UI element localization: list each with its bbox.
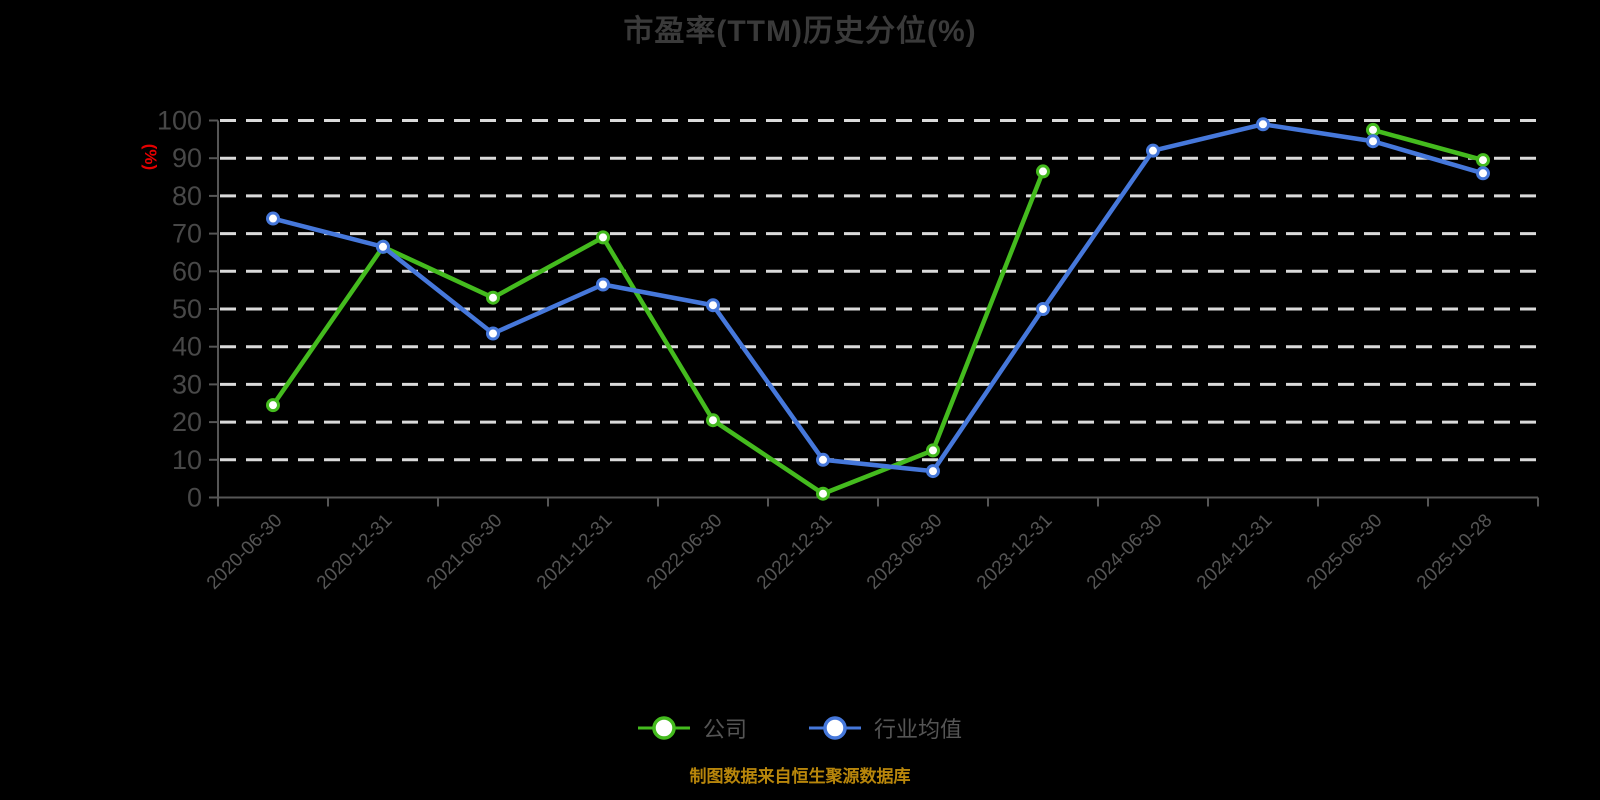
legend-label-company: 公司 [702,717,747,742]
chart-legend: 公司 行业均值 [0,712,1600,744]
y-tick-label: 90 [172,143,202,173]
data-point-行业均值[interactable] [926,464,940,479]
y-tick-label: 60 [172,256,202,286]
x-tick-label: 2023-12-31 [973,510,1057,594]
data-point-公司[interactable] [266,398,280,413]
legend-label-industry: 行业均值 [874,717,963,742]
data-point-行业均值[interactable] [1256,117,1270,132]
y-tick-label: 30 [172,369,202,399]
x-tick-label: 2021-06-30 [423,510,507,594]
data-point-行业均值[interactable] [376,239,390,254]
data-point-行业均值[interactable] [1476,166,1490,181]
data-point-行业均值[interactable] [486,326,500,341]
data-point-公司[interactable] [596,230,610,245]
data-point-行业均值[interactable] [1366,134,1380,149]
x-tick-label: 2020-12-31 [313,510,397,594]
data-source-caption: 制图数据来自恒生聚源数据库 [689,767,911,786]
data-point-行业均值[interactable] [1036,302,1050,316]
data-point-行业均值[interactable] [706,298,720,313]
data-point-公司[interactable] [706,413,720,428]
series-line-行业均值 [270,122,1486,474]
company-series-marker-icon [637,716,690,740]
legend-item-company[interactable]: 公司 [637,712,747,744]
x-tick-label: 2022-12-31 [753,510,837,594]
data-point-公司[interactable] [1036,164,1050,179]
y-tick-label: 50 [172,294,202,324]
y-tick-label: 80 [172,181,202,211]
x-tick-label: 2025-06-30 [1303,510,1387,594]
x-tick-label: 2024-06-30 [1083,510,1167,594]
y-tick-label: 70 [172,219,202,249]
x-tick-label: 2024-12-31 [1193,510,1277,594]
data-point-行业均值[interactable] [596,277,610,292]
data-point-公司[interactable] [816,486,830,501]
y-tick-label: 40 [172,332,202,362]
data-point-行业均值[interactable] [1146,143,1160,158]
x-tick-label: 2020-06-30 [203,510,287,594]
industry-series-marker-icon [809,716,861,740]
data-point-行业均值[interactable] [266,211,280,226]
data-point-行业均值[interactable] [816,452,830,467]
y-tick-label: 100 [157,106,202,136]
series-line-公司 [270,169,1046,496]
series-line-公司 [1370,127,1486,163]
x-tick-label: 2023-06-30 [863,510,947,594]
data-point-公司[interactable] [486,290,500,305]
data-point-公司[interactable] [926,443,940,458]
chart-title: 市盈率(TTM)历史分位(%) [623,15,977,48]
y-tick-label: 20 [172,407,202,437]
y-tick-label: 10 [172,445,202,475]
x-tick-label: 2021-12-31 [533,510,617,594]
data-point-公司[interactable] [1366,122,1380,137]
legend-item-industry[interactable]: 行业均值 [809,712,962,744]
x-tick-label: 2022-06-30 [643,510,727,594]
x-tick-label: 2025-10-28 [1413,510,1497,594]
y-tick-label: 0 [187,483,202,513]
data-point-公司[interactable] [1476,153,1490,168]
